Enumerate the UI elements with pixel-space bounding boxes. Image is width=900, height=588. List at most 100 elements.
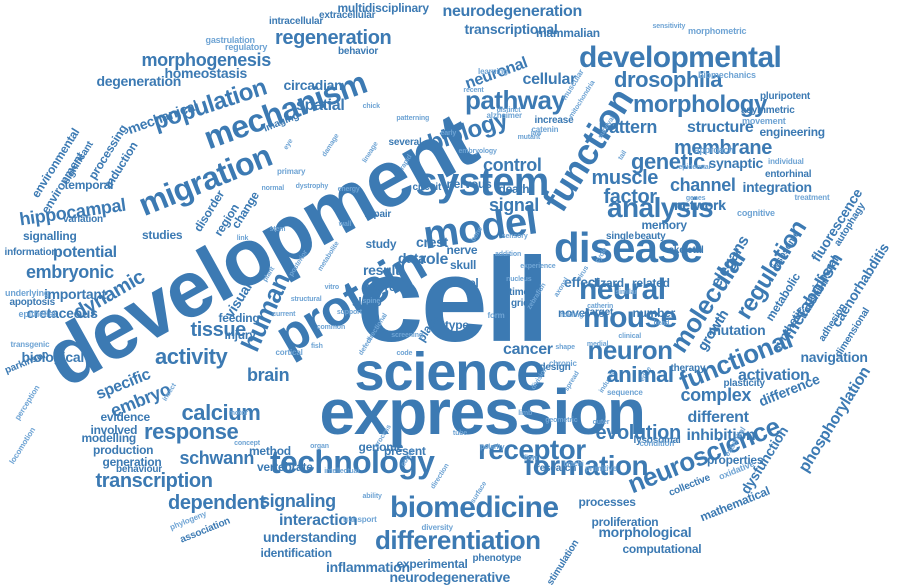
cloud-word: gastrulation <box>205 34 256 45</box>
cloud-word: geometric <box>545 416 578 424</box>
cloud-word: morphological <box>598 524 692 540</box>
cloud-word: energy <box>337 185 360 193</box>
cloud-word: differentiation <box>375 525 541 555</box>
cloud-word: wall <box>338 221 352 229</box>
cloud-word: vertebrate <box>257 460 313 474</box>
cloud-word: single <box>606 231 634 242</box>
cloud-word: pathway <box>465 85 566 115</box>
cloud-word: neuron <box>587 335 674 365</box>
cloud-word: method <box>249 444 291 458</box>
cloud-word: drosophila <box>614 67 723 92</box>
cloud-word: embryonic <box>26 262 114 282</box>
cloud-word: polarity <box>480 443 505 451</box>
cloud-word: cretaceous <box>26 305 98 321</box>
cloud-word: temporal <box>64 178 114 192</box>
cloud-word: shape <box>555 343 575 351</box>
cloud-word: pluripotent <box>760 91 811 102</box>
cloud-word: genes <box>685 195 706 203</box>
cloud-word: inflammation <box>326 559 410 575</box>
cloud-word: regeneration <box>275 27 392 49</box>
cloud-word: identification <box>260 546 333 560</box>
cloud-word: experience <box>520 262 556 270</box>
cloud-word: primary <box>277 167 306 176</box>
cloud-word: brachi <box>563 461 584 469</box>
cloud-word: crest <box>416 234 449 250</box>
cloud-word: technology <box>270 444 435 480</box>
cloud-word: developmental <box>579 41 782 74</box>
cloud-word: schwann <box>179 448 255 468</box>
cloud-word: tube <box>452 429 468 437</box>
cloud-word: skeletal <box>668 245 704 256</box>
cloud-word: spatial <box>296 97 345 114</box>
cloud-word: genome <box>358 440 404 454</box>
cloud-word: nerve <box>446 243 478 257</box>
cloud-word: mathematical <box>698 483 772 525</box>
cloud-word: common <box>316 324 346 332</box>
cloud-word: integration <box>742 179 813 195</box>
cloud-word: epithelial <box>18 308 56 319</box>
cloud-word: signalling <box>23 229 77 243</box>
cloud-word: effect <box>564 274 600 290</box>
cloud-word: signal <box>489 195 539 215</box>
cloud-word: neurodegeneration <box>442 3 583 20</box>
cloud-word: degeneration <box>96 73 182 89</box>
cloud-word: lizard <box>594 276 624 290</box>
cloud-word: apoptosis <box>9 297 56 308</box>
cloud-word: variation <box>63 214 103 225</box>
cloud-word: important <box>44 286 107 302</box>
cloud-word: neural <box>579 273 666 306</box>
cloud-word: beauty <box>634 231 666 242</box>
cloud-word: feeding <box>218 311 260 325</box>
cloud-word: novel <box>558 306 589 320</box>
cloud-word: transcription <box>95 470 213 492</box>
cloud-word: generation <box>102 455 162 469</box>
cloud-word: involved <box>90 423 138 437</box>
cloud-word: code <box>396 350 413 358</box>
cloud-word: primitive <box>585 464 617 473</box>
cloud-word: nervous <box>446 177 492 191</box>
cloud-word: activity <box>155 344 228 369</box>
cloud-word: research <box>536 463 577 474</box>
cloud-word: channel <box>670 175 736 195</box>
cloud-word: understanding <box>263 529 357 545</box>
cloud-word: repair <box>364 209 392 220</box>
cloud-word: mutant <box>517 133 541 141</box>
cloud-word: similar <box>615 289 637 297</box>
cloud-word: flow <box>523 454 538 462</box>
cloud-word: level <box>453 276 479 290</box>
cloud-word: normal <box>261 184 285 192</box>
cloud-word: cancer <box>503 341 553 358</box>
cloud-word: biomedicine <box>390 491 559 524</box>
cloud-word: factor <box>603 186 658 208</box>
cloud-word: interaction <box>279 512 358 529</box>
cloud-word: transgenic <box>10 340 50 349</box>
cloud-word: therapy <box>670 363 706 374</box>
cloud-word: tissue <box>190 319 247 341</box>
cloud-word: mammalian <box>536 26 600 40</box>
cloud-word: early <box>440 129 457 137</box>
cloud-word: concept <box>234 439 260 447</box>
cloud-word: dystrophy <box>295 182 329 190</box>
cloud-word: injury <box>224 328 256 342</box>
cloud-word: morphology <box>633 91 767 118</box>
cloud-word: chick <box>362 103 380 111</box>
cloud-word: current <box>272 311 296 319</box>
cloud-word: related <box>632 276 670 290</box>
cloud-word: learning <box>478 67 508 76</box>
cloud-word: structure <box>687 119 754 136</box>
cloud-word: diversity <box>421 523 454 532</box>
cloud-word: folding <box>560 311 584 319</box>
cloud-word: brain <box>247 365 290 385</box>
cloud-word: inhibition <box>686 427 756 444</box>
cloud-word: stimulation <box>544 538 581 588</box>
cloud-word: alzheimer <box>486 111 523 120</box>
cloud-word: potential <box>53 244 117 261</box>
cloud-word: recent <box>463 87 484 95</box>
cloud-word: asymmetric <box>741 105 795 116</box>
cloud-word: jaw <box>530 130 542 138</box>
cloud-word: stem <box>269 225 286 233</box>
cloud-word: death <box>498 182 530 196</box>
cloud-word: catherin <box>587 302 614 310</box>
cloud-word: study <box>365 237 397 251</box>
